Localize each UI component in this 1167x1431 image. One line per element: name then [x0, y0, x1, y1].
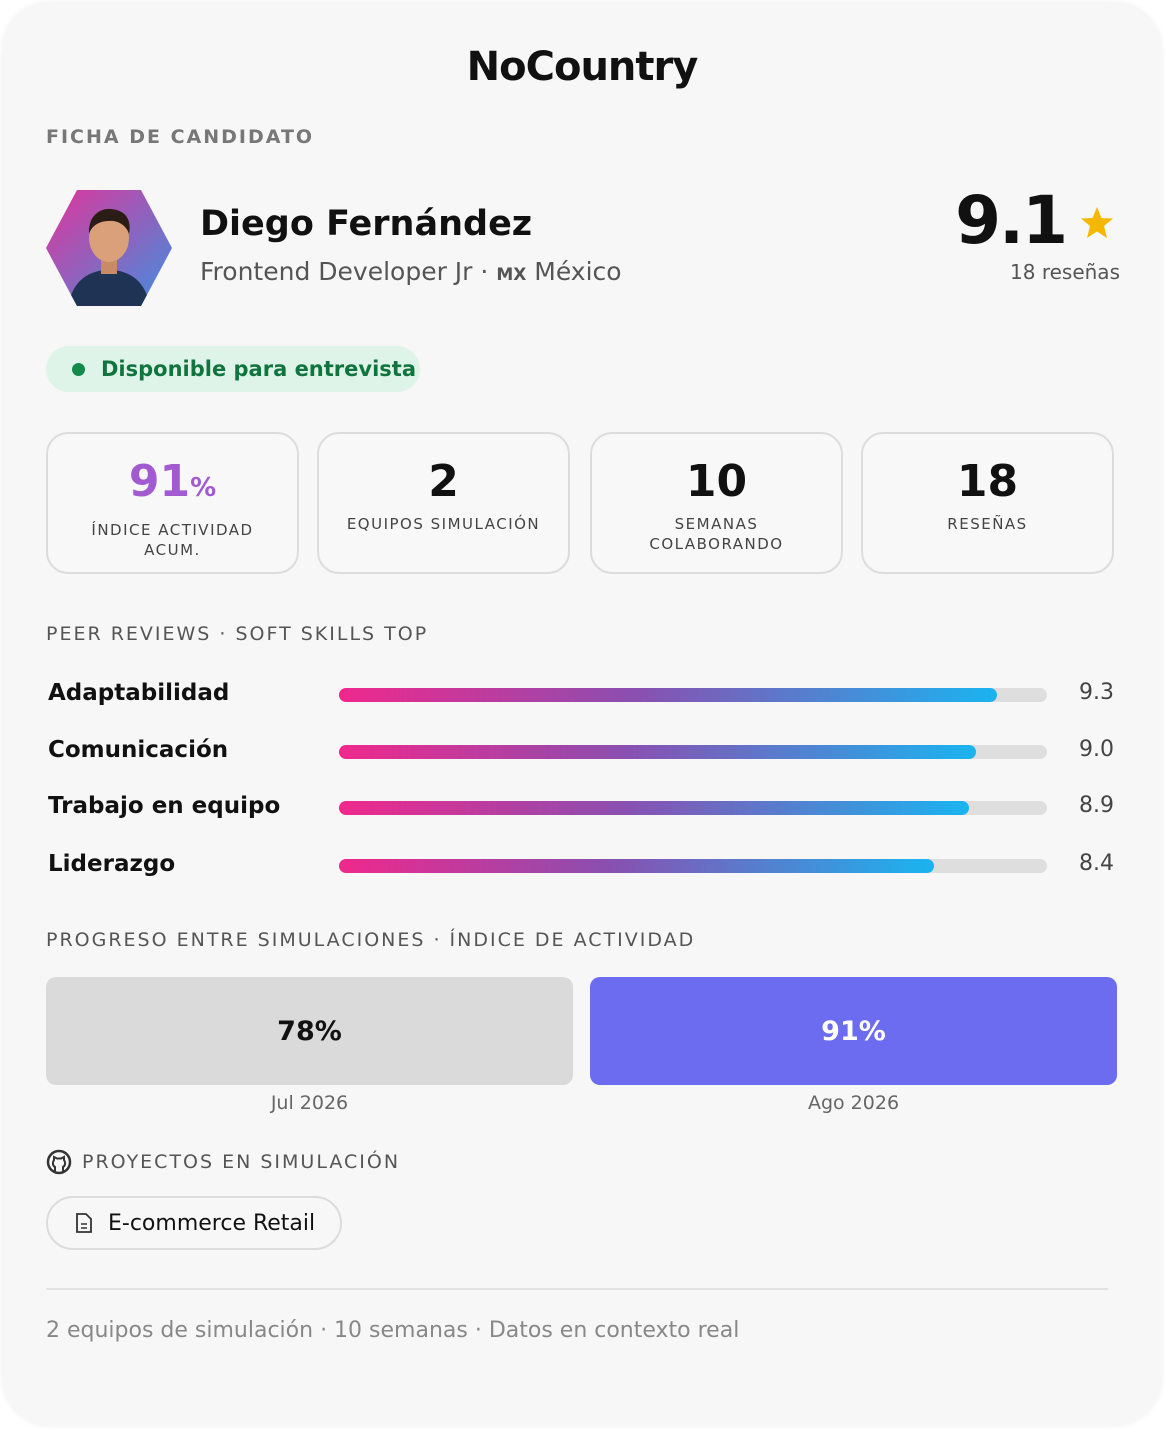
stat-label: SEMANAS COLABORANDO	[649, 515, 784, 553]
status-dot	[72, 362, 85, 376]
skill-value: 8.4	[1079, 851, 1114, 876]
projects-title: PROYECTOS EN SIMULACIÓN	[82, 1151, 401, 1173]
footer-note: 2 equipos de simulación · 10 semanas · D…	[46, 1318, 740, 1343]
avatar	[46, 190, 172, 306]
skill-name: Liderazgo	[48, 851, 176, 877]
stat-number: 91	[128, 456, 191, 507]
star-icon	[1081, 207, 1113, 238]
stat-label: ÍNDICE ACTIVIDAD ACUM.	[91, 521, 254, 559]
stat-card: 91% ÍNDICE ACTIVIDAD ACUM.	[46, 432, 299, 574]
stat-card: 2 EQUIPOS SIMULACIÓN	[317, 432, 570, 574]
rating: 9.1	[955, 182, 1068, 259]
document-icon	[76, 1213, 92, 1233]
skill-value: 8.9	[1079, 793, 1114, 818]
skills-title: PEER REVIEWS · SOFT SKILLS TOP	[46, 623, 429, 645]
skill-track	[339, 801, 1047, 815]
stat-card: 18 RESEÑAS	[861, 432, 1114, 574]
country: México	[534, 257, 622, 286]
separator: ·	[480, 257, 489, 286]
candidate-subtitle: Frontend Developer Jr · MX México	[200, 257, 622, 286]
project-chip[interactable]: E-commerce Retail	[46, 1196, 342, 1250]
skill-bar	[339, 688, 998, 702]
stat-value: 18	[956, 456, 1019, 507]
stat-card: 10 SEMANAS COLABORANDO	[590, 432, 843, 574]
divider	[46, 1288, 1108, 1290]
progress-period: Jul 2026	[270, 1092, 349, 1114]
skill-name: Adaptabilidad	[48, 680, 230, 706]
section-label: FICHA DE CANDIDATO	[46, 126, 315, 148]
progress-title: PROGRESO ENTRE SIMULACIONES · ÍNDICE DE …	[46, 929, 696, 951]
skill-track	[339, 859, 1047, 873]
stat-label: RESEÑAS	[947, 515, 1028, 533]
stat-value: 10	[685, 456, 748, 507]
skill-bar	[339, 859, 934, 873]
skill-value: 9.0	[1079, 737, 1114, 762]
stat-unit: %	[190, 473, 217, 503]
skill-bar	[339, 801, 970, 815]
project-name: E-commerce Retail	[108, 1210, 316, 1236]
status-badge: Disponible para entrevista	[46, 346, 420, 392]
role: Frontend Developer Jr	[200, 257, 473, 286]
candidate-name: Diego Fernández	[200, 204, 533, 244]
stat-value: 91%	[48, 456, 297, 514]
stat-label: EQUIPOS SIMULACIÓN	[346, 515, 541, 533]
skill-name: Comunicación	[48, 737, 229, 763]
skill-value: 9.3	[1079, 680, 1114, 705]
review-count: 18 reseñas	[1010, 260, 1120, 284]
github-icon	[46, 1149, 72, 1175]
skill-track	[339, 688, 1047, 702]
skill-track	[339, 745, 1047, 759]
status-text: Disponible para entrevista	[101, 357, 416, 381]
progress-period: Ago 2026	[807, 1092, 900, 1114]
logo: NoCountry	[466, 44, 699, 90]
skill-name: Trabajo en equipo	[48, 793, 281, 819]
stat-value: 2	[428, 456, 459, 507]
progress-box: 91%	[590, 977, 1117, 1085]
flag: MX	[496, 265, 527, 285]
progress-box: 78%	[46, 977, 573, 1085]
skill-bar	[339, 745, 977, 759]
